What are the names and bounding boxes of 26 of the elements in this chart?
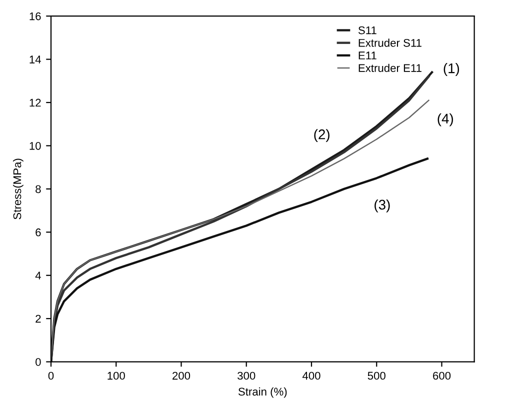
annotation: (1) (444, 63, 460, 76)
annotation: (3) (374, 199, 390, 212)
annotation: (2) (314, 129, 330, 142)
x-tick-label: 300 (238, 372, 256, 380)
x-tick-label: 500 (368, 372, 386, 380)
x-tick-label: 0 (48, 372, 54, 380)
y-tick-label: 16 (30, 12, 41, 20)
y-tick-label: 6 (36, 228, 41, 236)
y-tick-label: 4 (35, 272, 41, 280)
legend-label: E11 (358, 52, 376, 60)
x-tick-label: 400 (302, 372, 320, 380)
y-tick-label: 8 (36, 185, 41, 194)
y-tick-label: 10 (30, 142, 41, 150)
y-tick-label: 14 (30, 56, 41, 64)
y-tick-label: 0 (36, 358, 41, 366)
x-tick-label: 200 (172, 372, 190, 380)
legend-label: Extruder E11 (358, 64, 422, 72)
x-tick-label: 600 (433, 372, 451, 380)
x-tick-label: 100 (108, 372, 125, 380)
legend-label: Extruder S11 (358, 38, 422, 47)
legend-label: S11 (358, 26, 376, 34)
annotation: (4) (438, 113, 454, 126)
y-tick-label: 2 (36, 314, 41, 323)
x-axis-title: Strain (%) (238, 387, 287, 398)
y-axis-title: Stress(MPa) (13, 158, 24, 220)
y-tick-label: 12 (30, 98, 41, 107)
